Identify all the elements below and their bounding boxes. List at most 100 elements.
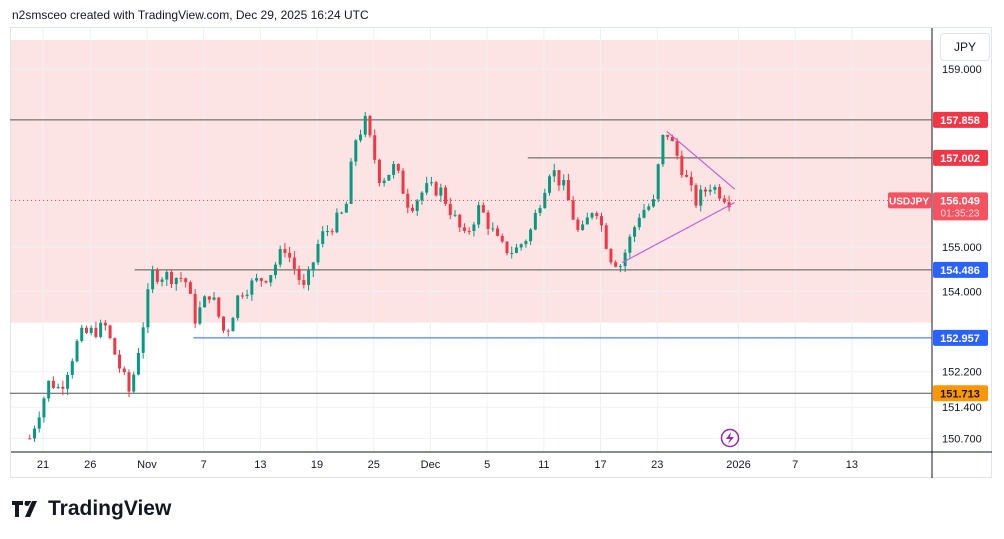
resistance-zone xyxy=(11,40,932,323)
candle-body xyxy=(297,268,301,281)
candle-body xyxy=(477,205,481,225)
x-tick-label: 23 xyxy=(651,459,663,471)
x-tick-label: 13 xyxy=(846,459,858,471)
candle-body xyxy=(609,248,613,263)
level-label-bg xyxy=(933,261,988,278)
candle-body xyxy=(32,428,36,439)
candle-body xyxy=(392,164,396,175)
candle-body xyxy=(174,277,178,285)
x-tick-label: 11 xyxy=(538,459,549,471)
candle-body xyxy=(316,243,320,263)
candle-body xyxy=(491,228,495,230)
y-tick-label: 150.700 xyxy=(942,433,982,445)
candle-body xyxy=(127,372,131,392)
candle-body xyxy=(363,116,367,135)
candle-body xyxy=(685,174,689,177)
candle-body xyxy=(155,269,159,282)
tradingview-logo: TradingView xyxy=(12,497,171,521)
candle-body xyxy=(444,187,448,204)
y-tick-label: 151.400 xyxy=(942,402,982,414)
candle-body xyxy=(552,170,556,177)
candle-body xyxy=(585,217,589,225)
candle-body xyxy=(184,278,188,283)
candle-body xyxy=(533,212,537,230)
candle-body xyxy=(226,330,230,332)
candle-body xyxy=(651,199,655,207)
chart-frame xyxy=(10,27,992,478)
candle-body xyxy=(28,438,32,440)
candle-body xyxy=(122,368,126,373)
candle-body xyxy=(269,275,273,283)
candle-body xyxy=(56,386,60,388)
candle-body xyxy=(439,187,443,196)
lightning-icon[interactable] xyxy=(720,428,740,448)
candle-body xyxy=(496,228,500,236)
candle-body xyxy=(359,134,363,141)
candle-body xyxy=(396,164,400,171)
y-tick-label: 155.000 xyxy=(942,242,982,254)
triangle-trendline xyxy=(622,201,736,264)
bar-countdown: 01:35:23 xyxy=(941,208,980,219)
candle-body xyxy=(245,294,249,296)
candle-body xyxy=(47,380,51,399)
candle-body xyxy=(453,214,457,216)
last-price-label: 156.049 xyxy=(940,195,980,207)
candle-body xyxy=(321,231,325,244)
candle-body xyxy=(368,116,372,136)
candle-body xyxy=(108,325,112,339)
candle-body xyxy=(401,170,405,194)
candle-body xyxy=(273,264,277,276)
candle-body xyxy=(434,182,438,196)
last-price-label-bg xyxy=(933,192,988,221)
candle-body xyxy=(255,278,259,281)
candle-body xyxy=(344,203,348,213)
candle-body xyxy=(231,317,235,332)
candle-body xyxy=(80,327,84,341)
candle-body xyxy=(571,200,575,220)
candle-body xyxy=(557,170,561,186)
chart-caption: n2smsceo created with TradingView.com, D… xyxy=(12,8,369,22)
candle-body xyxy=(722,198,726,203)
candle-body xyxy=(179,277,183,279)
level-label-bg xyxy=(933,329,988,346)
x-tick-label: 17 xyxy=(594,459,606,471)
candle-body xyxy=(420,192,424,201)
candle-body xyxy=(373,135,377,160)
candle-body xyxy=(103,322,107,326)
x-tick-label: Nov xyxy=(137,459,157,471)
x-tick-label: 26 xyxy=(84,459,96,471)
candle-body xyxy=(198,307,202,324)
candle-body xyxy=(538,208,542,213)
candle-body xyxy=(203,296,207,308)
y-tick-label: 159.000 xyxy=(942,64,982,76)
candle-body xyxy=(136,352,140,375)
candle-body xyxy=(628,236,632,253)
tv-logo-icon xyxy=(12,501,37,517)
candle-body xyxy=(514,247,518,253)
candle-body xyxy=(307,270,311,285)
candle-body xyxy=(410,207,414,211)
candle-body xyxy=(689,176,693,186)
symbol-label-bg xyxy=(888,192,931,209)
candle-body xyxy=(387,174,391,181)
logo-text: TradingView xyxy=(48,497,172,520)
candle-body xyxy=(217,297,221,317)
candle-body xyxy=(160,279,164,282)
candle-body xyxy=(141,327,145,353)
candle-body xyxy=(486,212,490,229)
candle-body xyxy=(548,176,552,193)
candle-body xyxy=(264,280,268,283)
candle-body xyxy=(278,249,282,265)
candle-body xyxy=(675,141,679,156)
candle-body xyxy=(467,230,471,232)
y-tick-label: 152.200 xyxy=(942,367,982,379)
candle-body xyxy=(151,269,155,290)
lightning-bolt xyxy=(726,432,734,444)
candle-body xyxy=(132,374,136,392)
candle-body xyxy=(382,180,386,184)
currency-button[interactable]: JPY xyxy=(940,33,990,61)
level-label: 154.486 xyxy=(940,265,980,277)
candle-body xyxy=(699,189,703,206)
level-label: 157.002 xyxy=(940,153,980,165)
